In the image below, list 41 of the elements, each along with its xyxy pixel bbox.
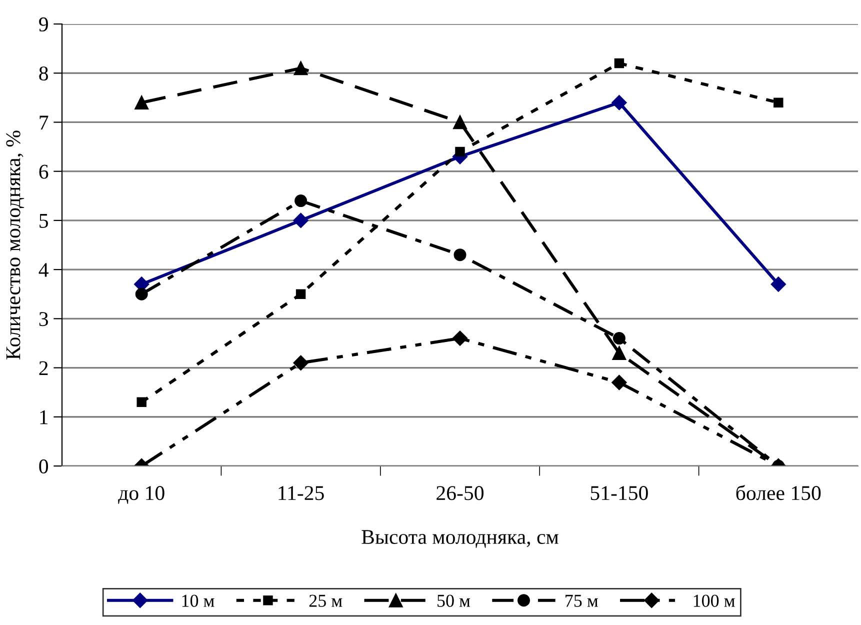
y-tick-label: 8 (39, 66, 48, 81)
legend-label: 25 м (309, 594, 342, 607)
x-tick-label: 11-25 (278, 486, 324, 500)
y-tick-label: 6 (39, 164, 48, 179)
x-tick-label: 51-150 (590, 486, 648, 500)
point (612, 95, 627, 110)
x-tick-label: до 10 (118, 486, 164, 504)
point (294, 194, 308, 208)
point (612, 332, 626, 345)
y-tick-label: 9 (39, 17, 48, 32)
y-tick-label: 5 (40, 214, 48, 228)
y-tick-label: 0 (39, 459, 48, 474)
point (135, 288, 148, 300)
point (293, 355, 308, 370)
point (136, 397, 146, 408)
x-axis-title: Высота молодняка, см (362, 530, 558, 548)
point (454, 248, 466, 262)
x-tick-label: 26-50 (436, 486, 484, 500)
y-axis-title: Количество молодняка, % (6, 130, 24, 360)
legend-label: 75 м (566, 594, 598, 607)
point (612, 374, 627, 390)
y-tick-label: 4 (38, 263, 48, 277)
x-tick-label: более 150 (736, 484, 821, 500)
point (452, 330, 468, 346)
point (774, 98, 784, 108)
y-tick-label: 7 (40, 116, 48, 130)
point (296, 289, 306, 299)
point (612, 346, 626, 360)
point (770, 276, 786, 292)
y-tick-label: 1 (40, 410, 48, 424)
point (453, 115, 467, 130)
legend-label: 50 м (438, 594, 470, 607)
point (455, 146, 465, 157)
point (134, 96, 149, 110)
y-tick-label: 3 (39, 312, 48, 326)
y-tick-label: 2 (39, 361, 48, 376)
legend-label: 100 м (694, 594, 735, 607)
point (614, 58, 624, 68)
legend-label: 10 м (182, 594, 214, 607)
point (294, 61, 308, 76)
point (293, 212, 308, 228)
